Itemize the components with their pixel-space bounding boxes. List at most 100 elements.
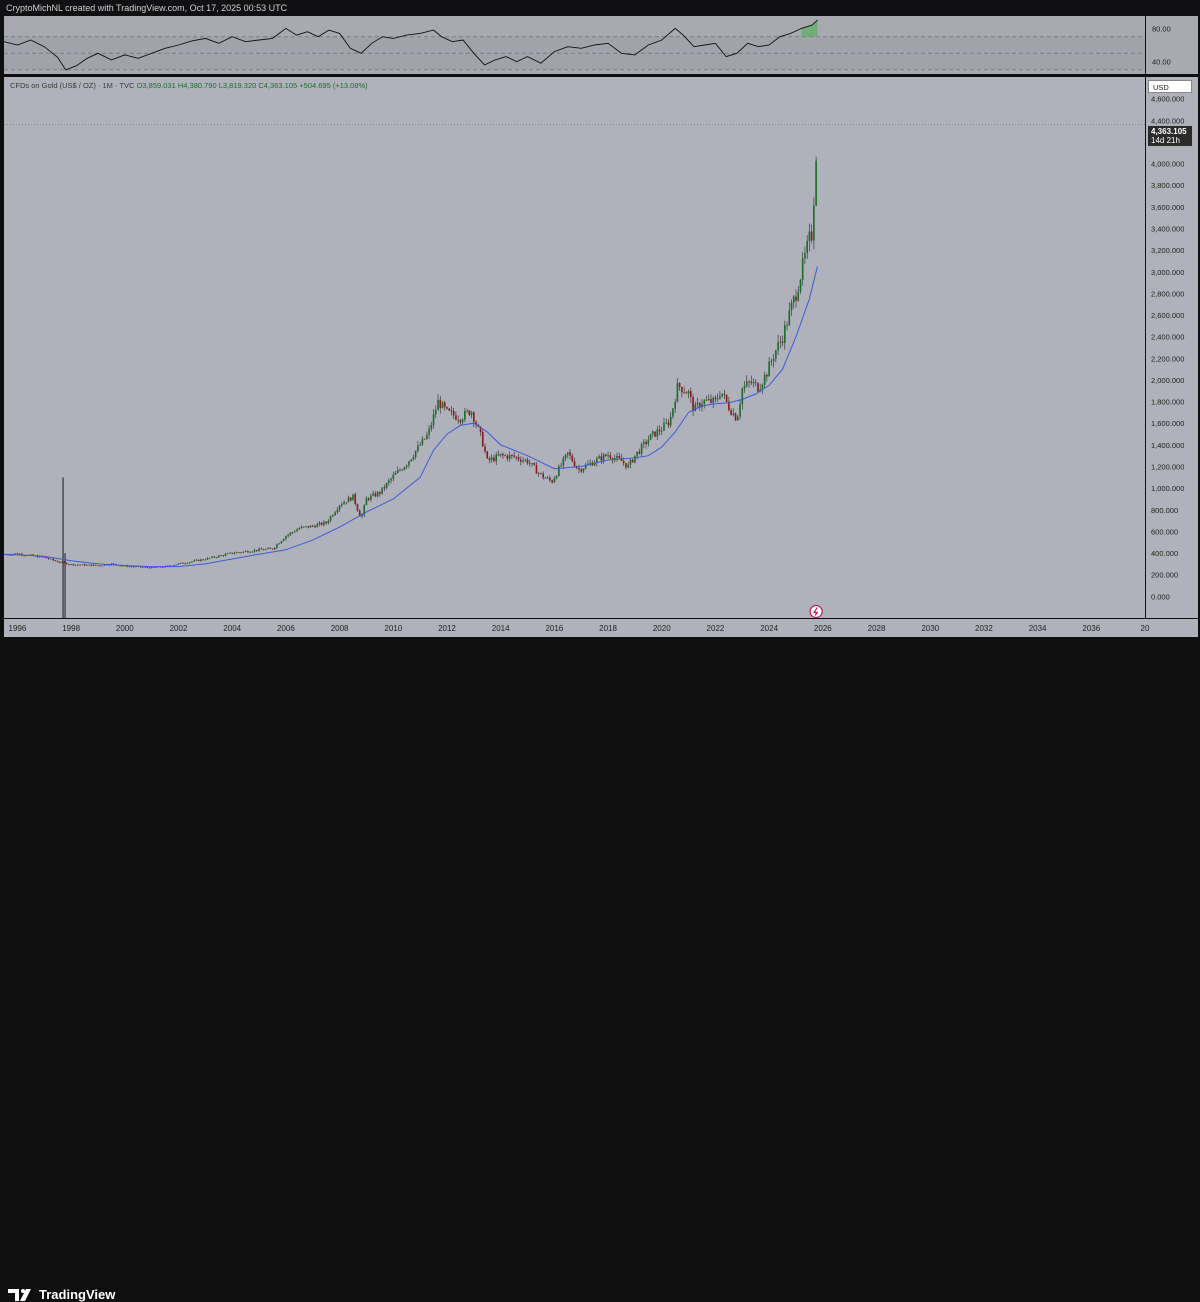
time-tick-label: 2024: [760, 624, 778, 633]
candle-body: [278, 543, 280, 544]
candle-body: [529, 463, 531, 464]
candle-body: [131, 566, 133, 567]
candle-body: [795, 297, 797, 301]
candle-body: [422, 439, 424, 445]
candle-body: [213, 557, 215, 558]
price-tick-label: 400.000: [1151, 549, 1178, 558]
candle-body: [498, 455, 500, 456]
candle-body: [632, 460, 634, 462]
candle-body: [79, 565, 81, 566]
price-tick-label: 200.000: [1151, 571, 1178, 580]
candle-body: [757, 383, 759, 392]
candle-body: [764, 375, 766, 385]
candle-body: [766, 375, 768, 377]
candle-body: [520, 460, 522, 462]
candle-body: [68, 564, 70, 565]
time-tick-label: 20: [1141, 624, 1150, 633]
candle-body: [245, 551, 247, 552]
candle-body: [260, 549, 262, 550]
candle-body: [334, 512, 336, 515]
candle-body: [554, 478, 556, 482]
candle-body: [312, 526, 314, 527]
candle-body: [460, 420, 462, 422]
time-tick-label: 2016: [545, 624, 563, 633]
candle-body: [674, 402, 676, 408]
candle-body: [231, 553, 233, 554]
candle-body: [316, 524, 318, 527]
time-tick-label: 2004: [223, 624, 241, 633]
candle-body: [688, 391, 690, 393]
candle-body: [408, 461, 410, 465]
price-tick-label: 2,200.000: [1151, 354, 1184, 363]
candle-body: [46, 557, 48, 558]
tradingview-logo[interactable]: TradingView: [8, 1287, 115, 1302]
symbol-name: CFDs on Gold (US$ / OZ) · 1M · TVC: [10, 81, 134, 90]
price-axis[interactable]: 4,600.0004,400.0004,200.0004,000.0003,80…: [1146, 77, 1198, 618]
time-tick-label: 2006: [277, 624, 295, 633]
candle-body: [272, 549, 274, 550]
candle-body: [813, 206, 815, 241]
candle-body: [493, 458, 495, 462]
candle-body: [661, 431, 663, 432]
candle-body: [218, 556, 220, 558]
candle-body: [739, 404, 741, 416]
symbol-legend: CFDs on Gold (US$ / OZ) · 1M · TVC O3,85…: [10, 81, 368, 90]
candle-body: [513, 455, 515, 456]
price-tick-label: 3,800.000: [1151, 181, 1184, 190]
candle-body: [806, 241, 808, 253]
candle-body: [547, 478, 549, 479]
candle-body: [84, 564, 86, 565]
candle-body: [372, 493, 374, 495]
candle-body: [90, 565, 92, 566]
candle-body: [562, 458, 564, 465]
candle-body: [471, 412, 473, 415]
candle-body: [744, 386, 746, 389]
candle-body: [603, 455, 605, 461]
candle-body: [265, 549, 267, 550]
candle-body: [809, 232, 811, 241]
candle-body: [692, 397, 694, 411]
candle-body: [70, 564, 72, 565]
ohlc-open: O3,859.031: [137, 81, 176, 90]
candle-body: [782, 341, 784, 343]
candle-body: [656, 430, 658, 437]
candle-body: [504, 455, 506, 456]
candle-body: [17, 553, 19, 554]
candle-body: [518, 457, 520, 460]
currency-selector[interactable]: USD: [1148, 80, 1192, 93]
candle-body: [77, 565, 79, 566]
candle-body: [580, 469, 582, 471]
candle-body: [735, 413, 737, 420]
candle-body: [645, 442, 647, 444]
time-tick-label: 2018: [599, 624, 617, 633]
candle-body: [180, 563, 182, 564]
candle-body: [551, 480, 553, 482]
candle-body: [524, 460, 526, 461]
time-tick-label: 2002: [170, 624, 188, 633]
candle-body: [636, 452, 638, 456]
price-tick-label: 1,200.000: [1151, 463, 1184, 472]
candle-body: [464, 411, 466, 420]
candle-body: [775, 350, 777, 359]
candle-body: [200, 559, 202, 561]
candle-body: [797, 292, 799, 301]
candle-body: [560, 465, 562, 466]
price-panel[interactable]: CFDs on Gold (US$ / OZ) · 1M · TVC O3,85…: [4, 77, 1145, 618]
candle-body: [153, 567, 155, 568]
candle-body: [697, 403, 699, 404]
candle-body: [639, 452, 641, 454]
candle-body: [802, 258, 804, 280]
candle-body: [216, 557, 218, 558]
candle-body: [236, 552, 238, 553]
time-tick-label: 2010: [384, 624, 402, 633]
candle-body: [207, 558, 209, 560]
candle-body: [811, 232, 813, 241]
time-tick-label: 2008: [331, 624, 349, 633]
candle-body: [341, 504, 343, 505]
price-tick-label: 1,600.000: [1151, 419, 1184, 428]
rsi-panel[interactable]: [4, 16, 1145, 74]
candle-body: [377, 492, 379, 496]
candle-body: [708, 399, 710, 400]
